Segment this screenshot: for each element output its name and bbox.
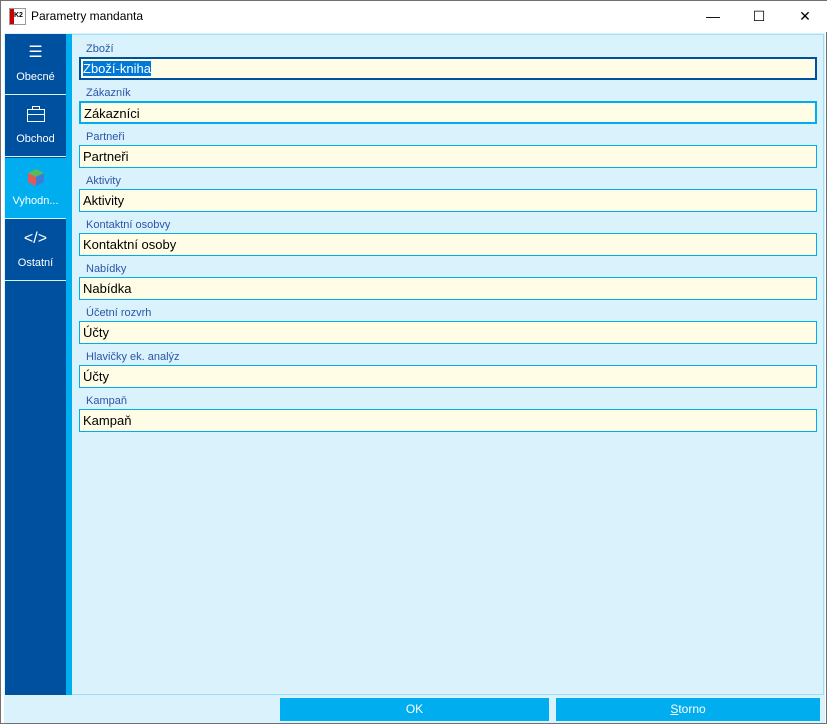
ucetni-rozvrh-input[interactable]: Účty: [79, 321, 817, 344]
field-label: Hlavičky ek. analýz: [86, 351, 180, 363]
window-title: Parametry mandanta: [31, 9, 144, 23]
sidebar-item-label: Ostatní: [17, 257, 54, 269]
sidebar-item-label: Vyhodn...: [12, 195, 59, 207]
field-label: Kampaň: [86, 395, 127, 407]
ok-button[interactable]: OK: [280, 698, 549, 721]
sidebar: ☰ Obecné Obchod Vyhodn... </> Ostatní: [5, 34, 66, 695]
dialog-body: ☰ Obecné Obchod Vyhodn... </> Ostatní Zb…: [4, 33, 825, 723]
aktivity-input[interactable]: Aktivity: [79, 189, 817, 212]
sidebar-item-obchod[interactable]: Obchod: [5, 96, 66, 157]
nabidky-input[interactable]: Nabídka: [79, 277, 817, 300]
list-icon: ☰: [28, 44, 43, 61]
title-bar: K2 Parametry mandanta — ☐ ✕: [1, 1, 827, 32]
sidebar-item-vyhodnoceni[interactable]: Vyhodn...: [5, 158, 66, 219]
sidebar-item-ostatni[interactable]: </> Ostatní: [5, 220, 66, 281]
kontaktni-osoby-input[interactable]: Kontaktní osoby: [79, 233, 817, 256]
field-label: Aktivity: [86, 175, 121, 187]
sidebar-item-obecne[interactable]: ☰ Obecné: [5, 34, 66, 95]
zbozi-input[interactable]: Zboží-kniha: [79, 57, 817, 80]
hlavicky-input[interactable]: Účty: [79, 365, 817, 388]
sidebar-item-label: Obecné: [16, 71, 55, 83]
code-icon: </>: [23, 230, 48, 247]
zakaznik-input[interactable]: Zákazníci: [79, 101, 817, 124]
storno-button[interactable]: Storno: [556, 698, 820, 721]
maximize-button[interactable]: ☐: [752, 8, 766, 24]
sidebar-item-label: Obchod: [16, 133, 55, 145]
field-label: Zboží: [86, 43, 114, 55]
field-label: Zákazník: [86, 87, 131, 99]
field-label: Partneři: [86, 131, 125, 143]
app-logo: K2: [9, 8, 26, 25]
field-label: Kontaktní osobvy: [86, 219, 171, 231]
close-button[interactable]: ✕: [799, 8, 811, 24]
minimize-button[interactable]: —: [706, 8, 720, 24]
kampan-input[interactable]: Kampaň: [79, 409, 817, 432]
sidebar-divider: [66, 34, 72, 695]
briefcase-icon: [5, 105, 66, 125]
cube-icon: [5, 167, 66, 187]
partneri-input[interactable]: Partneři: [79, 145, 817, 168]
field-label: Účetní rozvrh: [86, 307, 152, 319]
form-content: Zboží Zboží-kniha Zákazník Zákazníci Par…: [72, 34, 824, 695]
field-label: Nabídky: [86, 263, 127, 275]
